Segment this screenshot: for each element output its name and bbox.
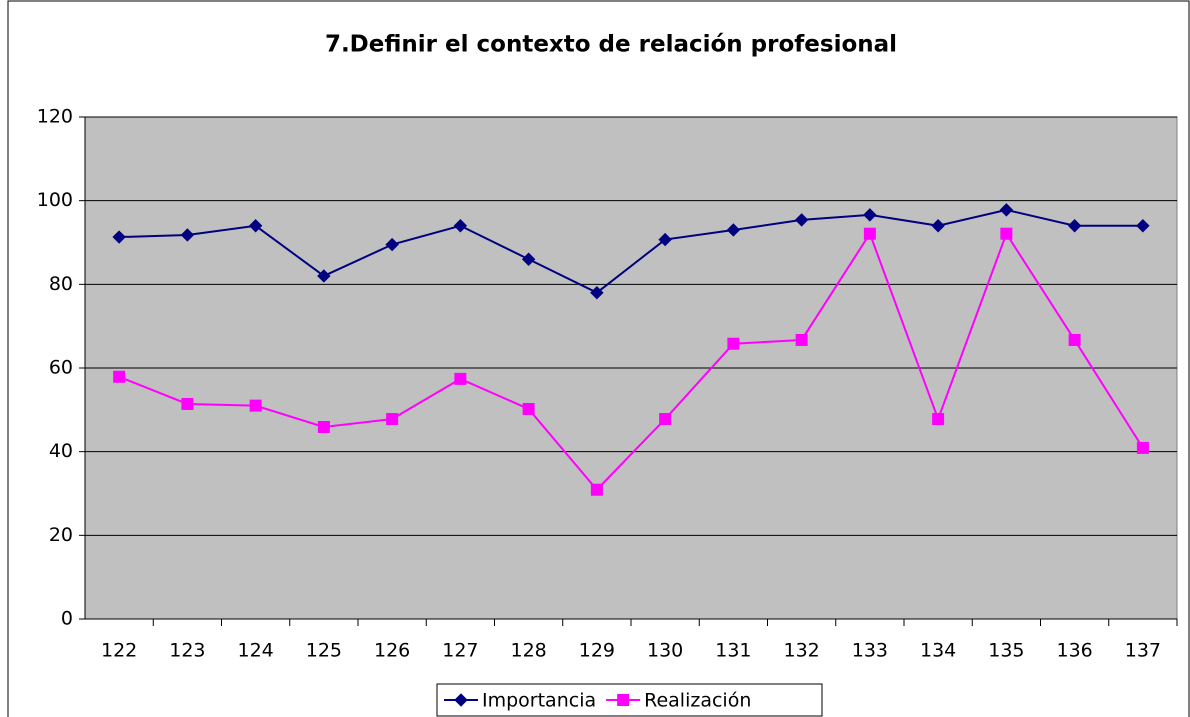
point [1136, 441, 1149, 454]
point [522, 402, 535, 415]
x-tick-label: 137 [1125, 640, 1161, 662]
point [590, 285, 604, 300]
point [999, 203, 1014, 217]
x-tick-label: 128 [510, 640, 546, 662]
legend-label: Realización [644, 690, 751, 712]
y-tick-label: 80 [49, 273, 73, 295]
x-tick-label: 132 [783, 640, 819, 662]
point [317, 269, 331, 283]
x-tick-label: 122 [101, 640, 137, 662]
legend-label: Importancia [482, 690, 596, 712]
point [795, 333, 808, 346]
point [521, 252, 536, 266]
y-tick-label: 60 [49, 357, 73, 379]
x-tick-label: 124 [237, 640, 273, 662]
y-tick-label: 40 [49, 440, 73, 462]
point [385, 237, 399, 252]
point [863, 227, 876, 240]
point [863, 208, 877, 222]
x-tick-label: 136 [1056, 640, 1092, 662]
series-line [118, 231, 1144, 492]
point [181, 397, 194, 410]
point [113, 370, 126, 383]
legend-marker [617, 694, 630, 706]
point [1067, 219, 1082, 233]
point [112, 230, 126, 244]
x-tick-label: 135 [988, 640, 1024, 662]
point [931, 219, 945, 233]
x-tick-label: 125 [306, 640, 342, 662]
point [1000, 227, 1013, 240]
point [726, 223, 741, 237]
point [727, 337, 740, 350]
point [454, 372, 467, 385]
y-tick-label: 0 [61, 608, 73, 630]
point [248, 219, 263, 233]
series-line [119, 208, 1143, 294]
x-tick-label: 129 [579, 640, 615, 662]
x-tick-label: 131 [715, 640, 751, 662]
x-tick-label: 130 [647, 640, 683, 662]
point [317, 420, 330, 433]
x-tick-label: 133 [852, 640, 888, 662]
point [590, 483, 603, 496]
y-tick-label: 120 [37, 106, 73, 128]
legend-marker [454, 693, 468, 707]
point [794, 213, 809, 227]
point [932, 413, 945, 426]
point [386, 413, 399, 426]
y-tick-label: 20 [49, 524, 73, 546]
point [658, 232, 672, 247]
point [1136, 219, 1150, 233]
point [1068, 333, 1081, 346]
x-tick-label: 126 [374, 640, 410, 662]
point [249, 399, 262, 412]
x-tick-label: 134 [920, 640, 956, 662]
x-tick-label: 127 [442, 640, 478, 662]
x-tick-label: 123 [169, 640, 205, 662]
point [453, 219, 468, 233]
y-tick-label: 100 [37, 189, 73, 211]
point [180, 228, 195, 242]
chart-title: 7.Definir el contexto de relación profes… [325, 32, 897, 58]
point [659, 413, 672, 426]
